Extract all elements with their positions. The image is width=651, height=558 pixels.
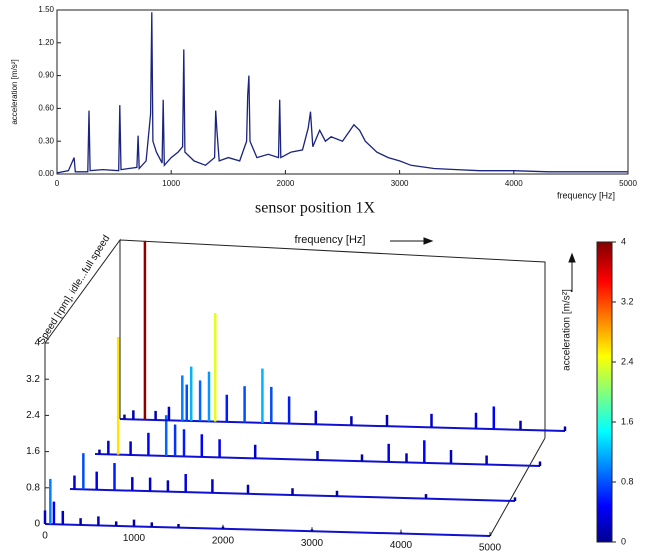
y-axis-label: acceleration [m/s²] [10, 59, 19, 124]
x-tick-label: 3000 [391, 179, 409, 188]
x-axis-label: frequency [Hz] [557, 190, 615, 200]
colorbar-tick-label: 1.6 [621, 416, 634, 426]
y-tick-label: 0.00 [38, 169, 54, 178]
x-tick-label: 5000 [619, 179, 637, 188]
y-tick-label: 0.60 [38, 104, 54, 113]
x-tick-label: 3000 [301, 538, 324, 549]
x-tick-label: 2000 [212, 535, 235, 546]
speed-axis-label: Speed [rpm], idle...full speed [36, 233, 112, 346]
x-tick-label: 0 [42, 531, 48, 542]
x-tick-label: 1000 [123, 533, 146, 544]
x-tick-label: 1000 [162, 179, 180, 188]
x-tick-label: 4000 [505, 179, 523, 188]
x-tick-label: 5000 [479, 543, 502, 554]
colorbar-label: acceleration [m/s²] [562, 289, 573, 371]
z-tick-label: 1.6 [26, 446, 40, 457]
z-tick-label: 0.8 [26, 482, 40, 493]
arrow [390, 237, 434, 245]
colorbar-tick-label: 2.4 [621, 356, 634, 366]
trace-baseline [119, 418, 566, 432]
spectrum-line [56, 12, 628, 174]
waterfall-frame [44, 238, 546, 537]
colorbar-tick-label: 3.2 [621, 296, 634, 306]
z-tick-label: 3.2 [26, 374, 40, 385]
z-tick-label: 0 [34, 519, 40, 530]
colorbar-tick-label: 0 [621, 536, 626, 546]
colorbar [596, 241, 613, 543]
colorbar-tick-label: 0.8 [621, 476, 634, 486]
y-tick-label: 1.50 [38, 5, 54, 14]
z-tick-label: 4 [34, 338, 40, 349]
caption: sensor position 1X [255, 200, 375, 217]
x-tick-label: 4000 [390, 540, 413, 551]
top-plot-frame [56, 9, 629, 175]
y-tick-label: 1.20 [38, 38, 54, 47]
trace-baseline [44, 523, 491, 537]
x-tick-label: 0 [55, 179, 60, 188]
z-tick-label: 2.4 [26, 410, 40, 421]
y-tick-label: 0.30 [38, 136, 54, 145]
arrow [568, 252, 576, 292]
x-axis-label: frequency [Hz] [295, 234, 366, 246]
x-tick-label: 2000 [277, 179, 295, 188]
colorbar-tick-label: 4 [621, 236, 626, 246]
y-tick-label: 0.90 [38, 71, 54, 80]
